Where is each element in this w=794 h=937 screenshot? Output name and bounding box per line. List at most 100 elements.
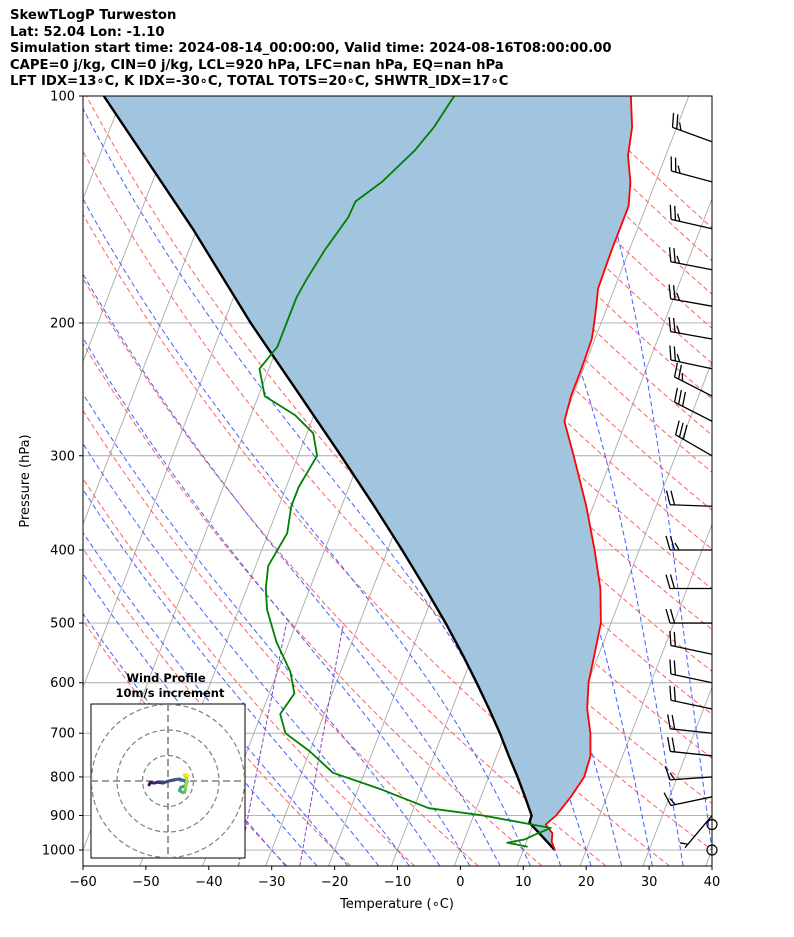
barb-shaft	[670, 359, 713, 370]
barb-feather	[669, 659, 672, 675]
wind-barb	[669, 685, 713, 710]
barb-shaft	[670, 644, 713, 655]
barb-feather	[669, 535, 676, 551]
moist-adiabat-line	[83, 531, 349, 866]
barb-feather	[673, 686, 676, 702]
barb-feather	[671, 112, 675, 128]
wind-barb	[671, 112, 713, 143]
x-tick-label: −30	[258, 875, 285, 890]
y-tick-label: 500	[50, 617, 75, 632]
x-tick-label: 40	[704, 875, 721, 890]
wind-barb	[665, 608, 712, 624]
parcel-line	[102, 96, 556, 851]
barb-shaft	[670, 218, 713, 230]
wind-barb	[667, 736, 713, 757]
barb-feather	[668, 284, 672, 299]
isotherm-line	[705, 848, 712, 866]
y-tick-label: 200	[50, 316, 75, 331]
barb-feather	[669, 204, 672, 220]
barb-shaft	[670, 673, 713, 684]
dry-adiabat-line	[83, 213, 671, 866]
barb-shaft	[670, 331, 713, 340]
x-tick-label: −50	[132, 875, 159, 890]
barb-feather	[679, 842, 689, 845]
barb-shaft	[675, 434, 713, 457]
barb-feather	[676, 114, 679, 129]
hodograph-subtitle: 10m/s increment	[116, 686, 225, 700]
moist-adiabat-line	[83, 337, 471, 866]
x-axis-label: Temperature (∘C)	[339, 897, 454, 912]
wind-barb	[669, 630, 713, 655]
wind-barb	[673, 362, 713, 397]
x-tick-label: −40	[195, 875, 222, 890]
wind-barb	[667, 714, 713, 734]
barb-feather	[674, 420, 680, 435]
time-line: Simulation start time: 2024-08-14_00:00:…	[10, 41, 612, 56]
y-tick-label: 400	[50, 543, 75, 558]
barb-feather	[681, 391, 687, 407]
dewpoint-line	[258, 96, 552, 848]
isotherm-line	[83, 96, 186, 363]
moist-adiabat-line	[436, 96, 684, 866]
barb-feather	[677, 364, 683, 380]
barb-feather	[673, 387, 679, 403]
barb-shaft	[672, 126, 713, 143]
barb-feather	[665, 608, 671, 624]
profile-lines	[102, 96, 633, 851]
barb-shaft	[671, 170, 713, 183]
barb-feather	[667, 714, 671, 729]
barb-feather	[669, 574, 676, 589]
wind-barb	[669, 345, 713, 370]
axes: −60 −50 −40 −30 −20 −10 0 10 20 30 40 100 200 300 400 5…	[42, 90, 720, 891]
barb-feather	[668, 247, 672, 262]
barb-feather	[671, 714, 676, 730]
barb-feather	[664, 765, 671, 781]
barb-shaft	[670, 776, 713, 781]
barb-feather	[673, 631, 676, 647]
wind-barb	[668, 247, 713, 271]
wind-barb	[665, 535, 712, 551]
moist-adiabat-line	[83, 488, 380, 866]
x-tick-label: 20	[578, 875, 595, 890]
barb-feather	[674, 542, 680, 551]
dry-adiabat-line	[83, 150, 712, 851]
barb-feather	[676, 213, 681, 222]
wind-barb	[664, 765, 713, 781]
wind-barb	[679, 815, 713, 849]
barb-feather	[671, 737, 676, 753]
barb-feather	[669, 772, 676, 780]
x-tick-label: −10	[384, 875, 411, 890]
dry-adiabat-line	[83, 547, 352, 866]
barb-feather	[673, 248, 676, 263]
barb-feather	[676, 292, 681, 301]
y-axis-label: Pressure (hPa)	[18, 434, 33, 527]
isotherm-line	[642, 685, 712, 866]
instability-fill	[103, 96, 633, 850]
barb-feather	[667, 736, 671, 752]
barb-feather	[669, 345, 672, 361]
barb-feather	[678, 122, 682, 131]
wind-barb	[668, 317, 713, 340]
x-tick-label: 0	[456, 875, 464, 890]
barb-feather	[669, 798, 676, 806]
barb-feather	[672, 317, 676, 333]
barb-feather	[663, 792, 672, 806]
moist-adiabat-line	[83, 273, 501, 866]
y-tick-label: 900	[50, 809, 75, 824]
dry-adiabat-line	[85, 96, 712, 805]
y-tick-label: 800	[50, 770, 75, 785]
temperature-line	[544, 96, 633, 851]
moist-adiabat-line	[83, 197, 531, 866]
barb-feather	[673, 346, 676, 361]
barb-feather	[682, 424, 688, 440]
barb-feather	[665, 490, 671, 505]
barb-feather	[678, 422, 684, 438]
barb-feather	[677, 165, 681, 174]
barb-shaft	[674, 401, 713, 422]
barb-feather	[676, 354, 681, 363]
moist-adiabat-line	[83, 392, 441, 866]
hodograph-inset: Wind Profile 10m/s increment	[90, 671, 246, 859]
wind-barbs	[663, 112, 718, 856]
barb-feather	[677, 389, 683, 405]
